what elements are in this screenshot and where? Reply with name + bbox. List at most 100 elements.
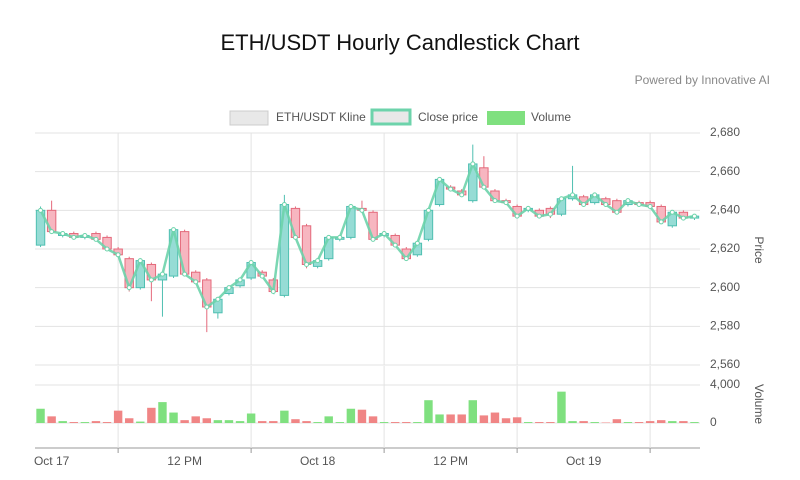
close-marker	[603, 202, 609, 208]
volume-bar	[257, 421, 267, 423]
volume-bar	[512, 417, 522, 423]
close-marker	[514, 213, 520, 219]
volume-bar	[235, 421, 245, 423]
volume-bar	[213, 420, 223, 423]
x-tick-label: Oct 18	[300, 454, 336, 468]
close-marker	[259, 273, 265, 279]
chart-title: ETH/USDT Hourly Candlestick Chart	[220, 30, 579, 55]
volume-bar	[36, 408, 45, 423]
y-tick-label: 2,560	[710, 357, 740, 371]
legend-swatch-close	[370, 108, 412, 126]
close-marker	[592, 192, 598, 198]
close-marker	[292, 234, 298, 240]
close-marker	[669, 209, 675, 215]
volume-bar	[269, 421, 278, 423]
volume-bar	[169, 412, 178, 423]
close-marker	[60, 231, 66, 237]
y-tick-label: 2,620	[710, 241, 740, 255]
close-marker	[304, 261, 310, 267]
volume-bar	[468, 400, 478, 423]
legend-label: Close price	[418, 110, 478, 124]
volume-bar	[102, 422, 112, 423]
volume-bar	[579, 421, 588, 423]
legend-swatch-volume	[487, 111, 525, 125]
volume-bar	[645, 421, 655, 423]
close-marker	[348, 203, 354, 209]
x-tick-label: Oct 17	[34, 454, 70, 468]
volume-bar	[413, 422, 422, 423]
volume-bar	[324, 416, 333, 423]
volume-axis-title: Volume	[752, 384, 766, 424]
volume-bar	[91, 421, 101, 423]
volume-bar	[69, 422, 79, 423]
close-marker	[337, 234, 343, 240]
close-marker	[403, 256, 409, 262]
close-marker	[171, 227, 177, 233]
close-marker	[315, 258, 321, 264]
candle-body	[290, 207, 301, 238]
close-marker	[503, 200, 509, 206]
legend-label: Volume	[531, 110, 571, 124]
close-marker	[459, 192, 465, 198]
volume-bar	[568, 421, 577, 423]
volume-bar	[335, 422, 345, 423]
volume-bar	[656, 420, 666, 423]
close-marker	[93, 236, 99, 242]
volume-bar	[690, 422, 699, 423]
close-marker	[270, 289, 276, 295]
close-marker	[425, 207, 431, 213]
close-marker	[49, 229, 55, 235]
volume-bar	[490, 412, 500, 423]
close-marker	[137, 258, 143, 264]
volume-bar	[535, 422, 544, 423]
volume-bar	[158, 402, 167, 423]
close-marker	[82, 232, 88, 238]
y-tick-label: 2,580	[710, 319, 740, 333]
y-tick-label: 2,660	[710, 164, 740, 178]
volume-bar	[479, 415, 489, 423]
close-marker	[115, 252, 121, 258]
candle-body	[179, 231, 190, 275]
volume-bar	[191, 416, 200, 423]
volume-bar	[435, 414, 444, 423]
close-marker	[193, 279, 199, 285]
close-marker	[204, 304, 210, 310]
volume-bar	[501, 418, 511, 423]
volume-bar	[390, 422, 400, 423]
close-marker	[359, 207, 365, 213]
close-marker	[448, 186, 454, 192]
close-marker	[226, 285, 232, 291]
close-marker	[248, 260, 254, 266]
volume-bar	[246, 413, 256, 423]
candle-body	[368, 211, 378, 240]
volume-bar	[424, 400, 433, 423]
close-marker	[437, 176, 443, 182]
x-tick-label: 12 PM	[433, 454, 468, 468]
volume-bar	[368, 416, 378, 423]
close-marker	[370, 236, 376, 242]
volume-bar	[379, 422, 389, 423]
volume-bar	[147, 407, 156, 423]
volume-bar	[612, 419, 622, 423]
close-marker	[581, 202, 587, 208]
close-marker	[148, 277, 154, 283]
volume-bar	[136, 421, 145, 423]
close-marker	[159, 271, 165, 277]
close-marker	[38, 207, 44, 213]
volume-bar	[402, 422, 411, 423]
close-marker	[381, 231, 387, 237]
volume-bar	[47, 416, 56, 423]
volume-bar	[58, 421, 67, 423]
volume-bar	[546, 422, 555, 423]
candle-body	[479, 167, 489, 188]
volume-bar	[80, 422, 90, 423]
close-marker	[570, 192, 576, 198]
volume-bar	[113, 410, 123, 423]
volume-tick-label: 0	[710, 415, 717, 429]
close-marker	[547, 211, 553, 217]
volume-bar	[357, 409, 367, 423]
y-tick-label: 2,600	[710, 280, 740, 294]
close-marker	[182, 271, 188, 277]
close-marker	[104, 246, 110, 252]
